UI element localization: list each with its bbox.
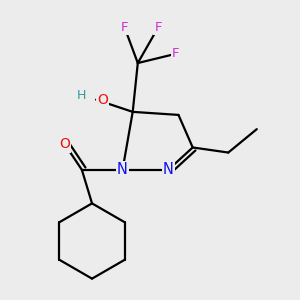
Text: N: N: [117, 162, 128, 177]
Text: F: F: [172, 47, 179, 60]
Text: H: H: [77, 89, 87, 102]
Text: O: O: [59, 137, 70, 152]
Text: O: O: [97, 93, 108, 107]
Text: F: F: [154, 21, 162, 34]
Text: F: F: [121, 21, 128, 34]
Text: N: N: [163, 162, 174, 177]
